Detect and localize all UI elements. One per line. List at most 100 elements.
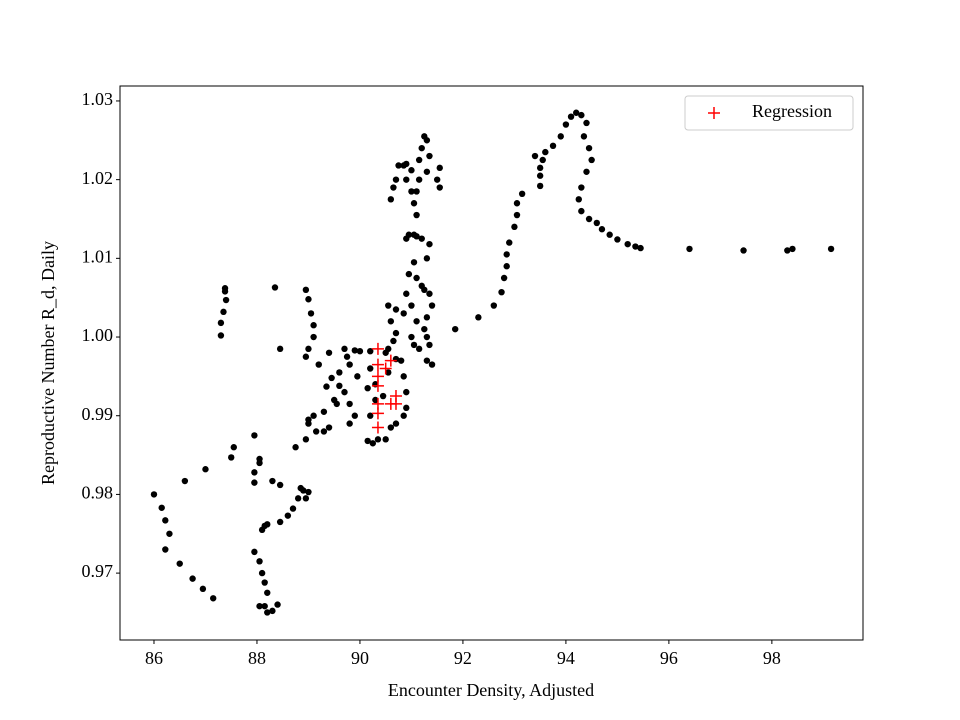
- point: [503, 251, 510, 258]
- point: [351, 412, 358, 419]
- point: [325, 349, 333, 356]
- point: [158, 504, 165, 511]
- point: [209, 595, 217, 602]
- point: [413, 211, 420, 219]
- point: [297, 484, 304, 492]
- point: [264, 589, 271, 596]
- point: [221, 285, 229, 292]
- point: [258, 569, 266, 577]
- x-axis-label: Encounter Density, Adjusted: [388, 680, 594, 700]
- point: [410, 200, 418, 207]
- point: [364, 437, 371, 445]
- point: [426, 341, 433, 349]
- point: [367, 412, 374, 419]
- point: [276, 481, 284, 489]
- point: [593, 219, 600, 227]
- x-tick-label: 96: [660, 648, 678, 668]
- point: [413, 274, 420, 282]
- point: [405, 270, 413, 278]
- legend-box: [684, 95, 854, 131]
- y-tick-label: 1.00: [82, 325, 114, 345]
- point: [220, 308, 227, 316]
- point: [403, 388, 410, 396]
- point: [312, 428, 320, 435]
- point: [387, 318, 395, 325]
- plus-marker: [371, 379, 384, 392]
- point: [418, 144, 425, 152]
- point: [302, 353, 310, 360]
- point: [367, 365, 374, 372]
- point: [385, 369, 392, 376]
- point: [269, 607, 276, 615]
- point: [428, 302, 436, 309]
- point: [222, 296, 230, 304]
- point: [403, 235, 410, 242]
- point: [518, 190, 526, 198]
- point: [251, 432, 258, 439]
- point: [562, 121, 570, 128]
- point: [228, 454, 235, 461]
- point: [294, 495, 302, 502]
- point: [356, 347, 364, 355]
- point: [413, 318, 420, 325]
- point: [307, 310, 315, 317]
- point: [511, 223, 518, 231]
- point: [513, 211, 521, 219]
- x-tick-label: 98: [763, 648, 781, 668]
- point: [387, 424, 395, 431]
- point: [400, 310, 407, 317]
- point: [418, 235, 425, 242]
- point: [583, 119, 590, 127]
- point: [418, 282, 425, 290]
- point: [423, 168, 431, 175]
- point: [162, 546, 169, 553]
- point: [536, 182, 544, 190]
- point: [575, 196, 582, 203]
- y-tick-label: 1.01: [82, 246, 114, 266]
- point: [367, 347, 374, 355]
- x-tick-label: 88: [248, 648, 266, 668]
- point: [390, 337, 397, 345]
- point: [436, 184, 443, 191]
- point: [289, 505, 297, 512]
- point: [583, 168, 590, 175]
- point: [426, 240, 433, 248]
- point: [374, 436, 382, 443]
- plot-frame: [119, 85, 864, 641]
- point: [395, 162, 402, 169]
- plus-marker: [371, 342, 384, 355]
- point: [310, 333, 317, 341]
- point: [423, 255, 431, 262]
- y-tick-label: 0.97: [82, 561, 114, 581]
- y-tick-label: 0.99: [82, 404, 114, 424]
- point: [385, 302, 392, 309]
- point: [578, 111, 585, 119]
- plus-marker: [371, 407, 384, 420]
- point: [588, 156, 595, 164]
- point: [789, 245, 796, 253]
- point: [310, 412, 317, 419]
- legend-label: Regression: [752, 101, 832, 121]
- point: [302, 495, 310, 502]
- point: [346, 361, 353, 368]
- point: [397, 357, 405, 364]
- point: [637, 244, 644, 252]
- point: [475, 314, 482, 321]
- point: [413, 188, 420, 195]
- y-tick-label: 1.02: [82, 168, 114, 188]
- point: [181, 477, 189, 485]
- point: [264, 609, 271, 616]
- point: [408, 188, 415, 195]
- point: [400, 373, 407, 380]
- point: [336, 369, 343, 376]
- point: [557, 133, 564, 140]
- point: [230, 444, 237, 451]
- plus-marker: [384, 354, 397, 367]
- point: [632, 243, 639, 250]
- point: [251, 479, 258, 486]
- point: [614, 236, 621, 243]
- point: [490, 302, 498, 309]
- point: [351, 347, 358, 354]
- point: [585, 144, 593, 152]
